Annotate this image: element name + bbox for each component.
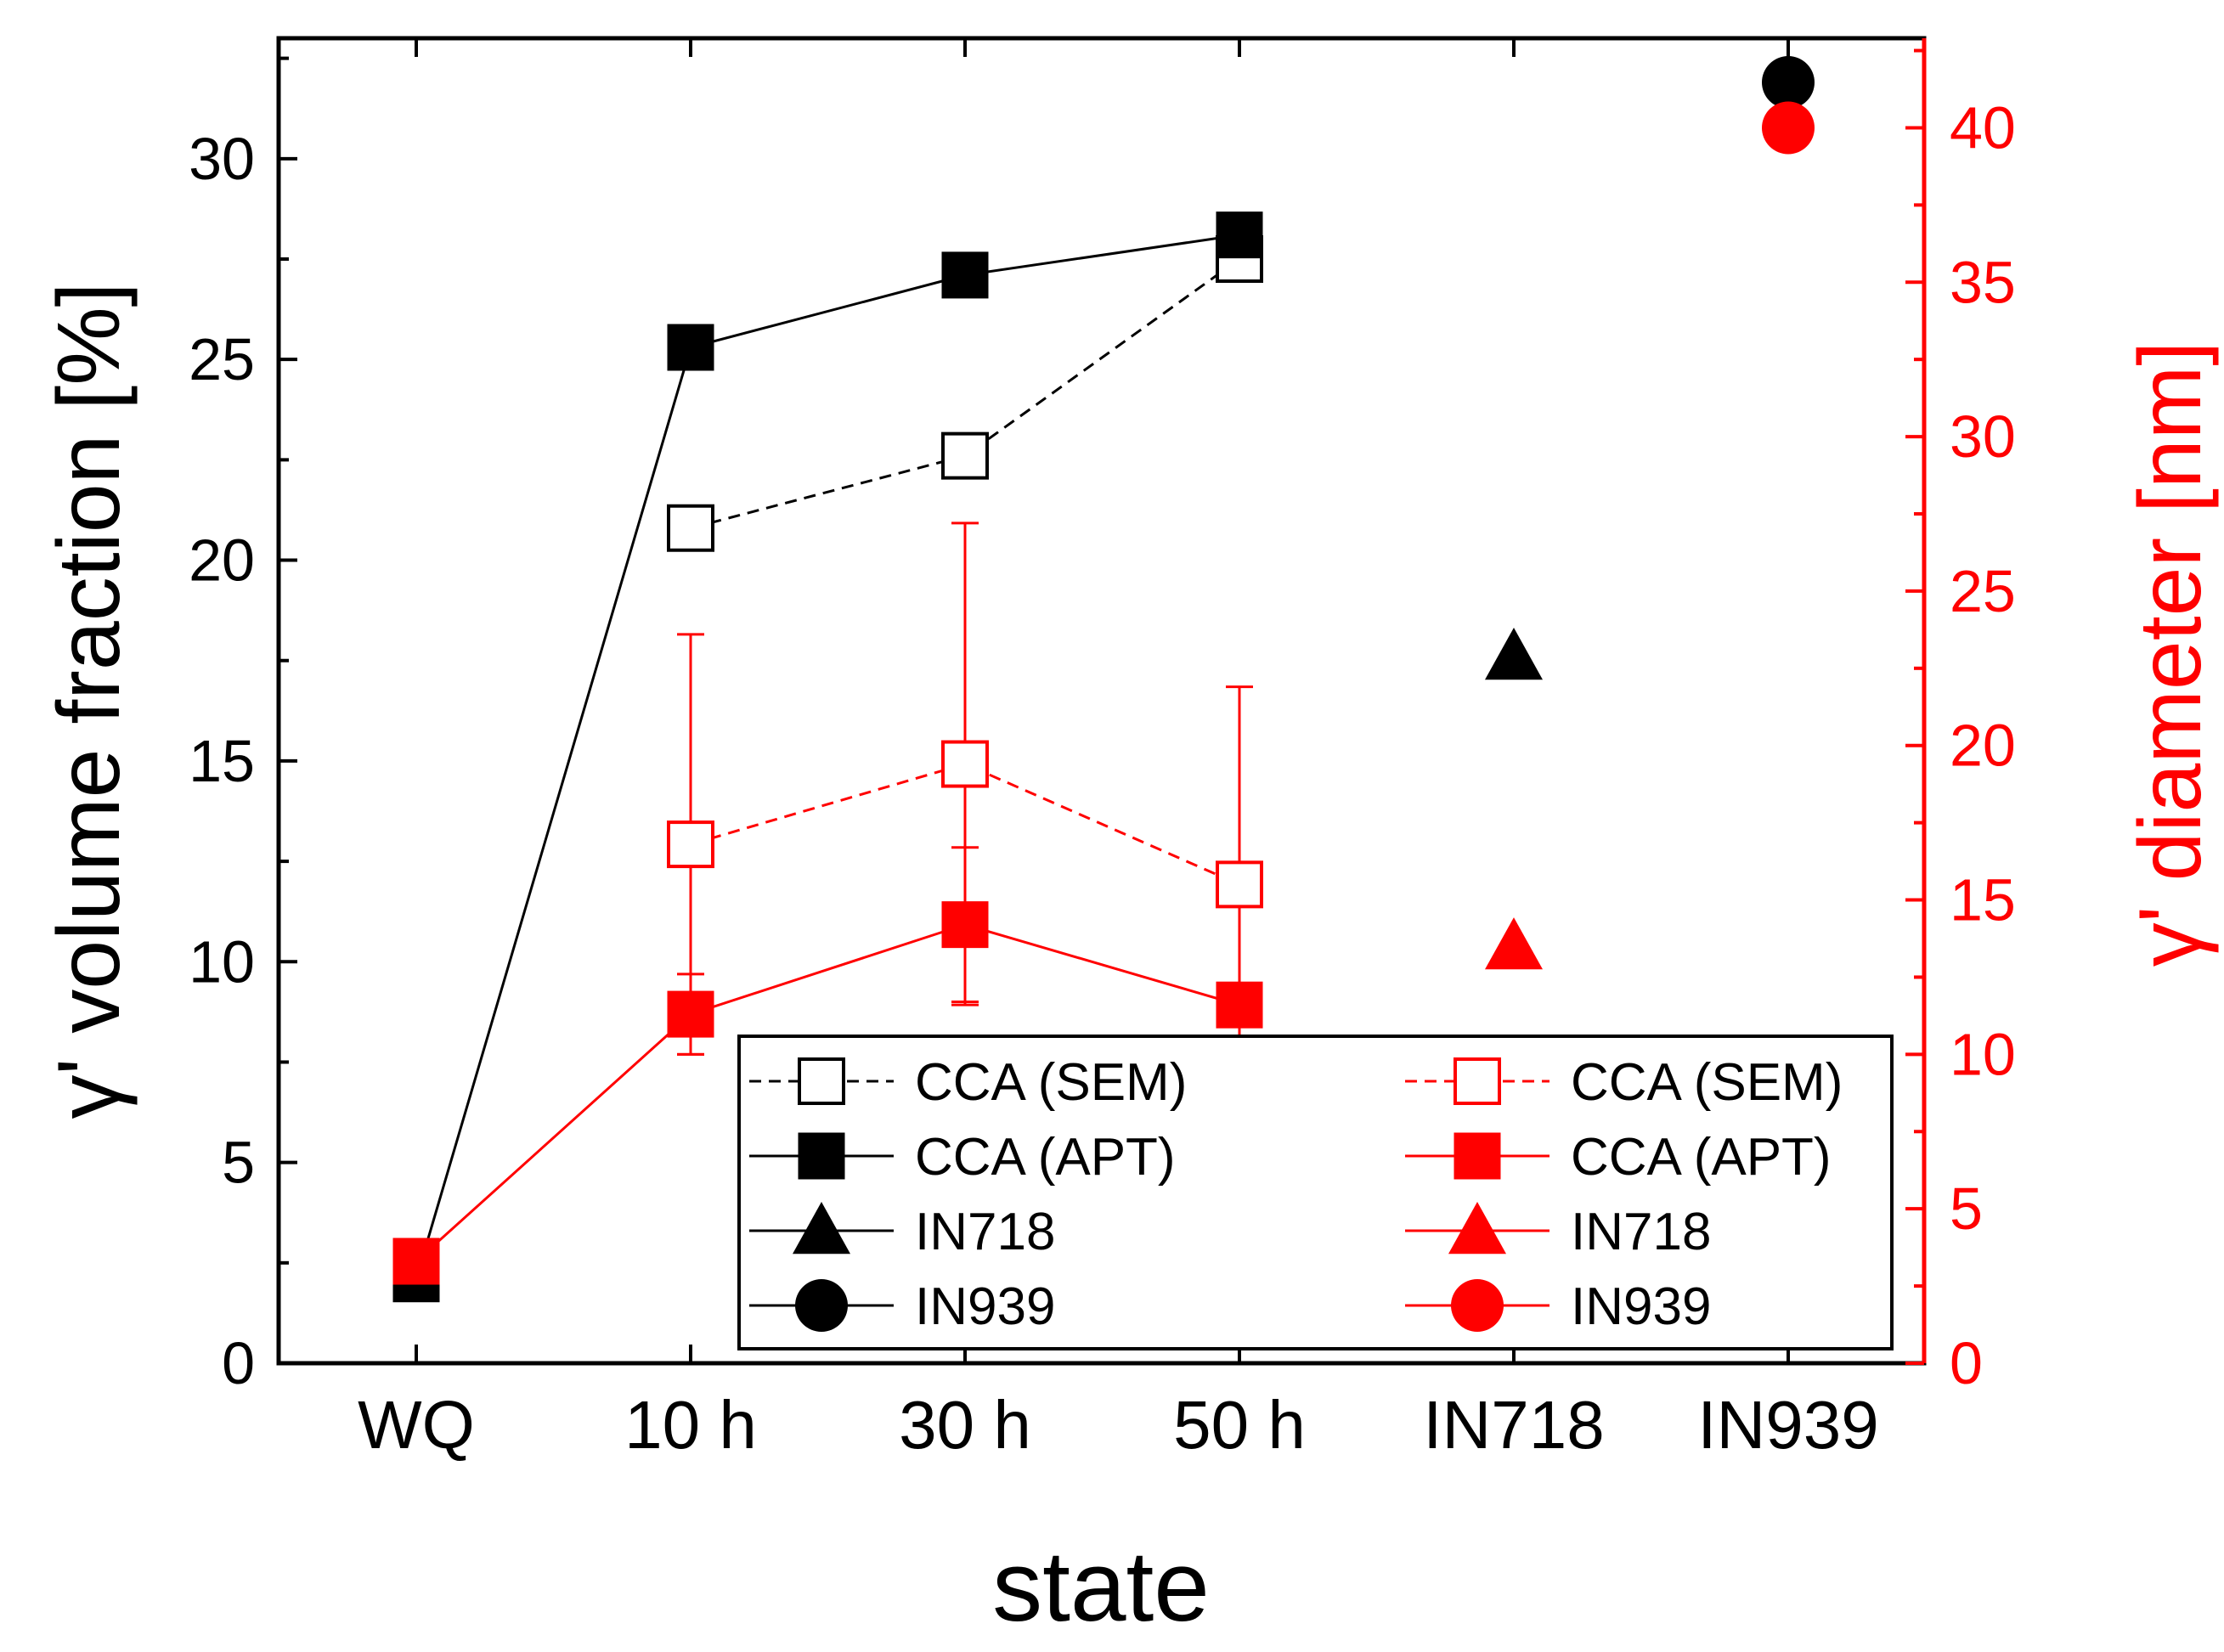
data-point-cca-apt-right: [1216, 981, 1263, 1029]
y-right-tick-label: 25: [1950, 558, 2016, 624]
data-point-cca-sem-left: [667, 504, 714, 552]
series-line-cca-apt-left: [415, 234, 1240, 1280]
legend-label: CCA (SEM): [1571, 1053, 1843, 1112]
y-left-tick-label: 10: [189, 928, 255, 995]
data-point-cca-apt-left: [1216, 211, 1263, 259]
legend-marker: [1454, 1057, 1501, 1105]
legend-marker: [793, 1202, 850, 1255]
x-axis-label: state: [992, 1531, 1210, 1643]
y-right-tick-label: 40: [1950, 94, 2016, 161]
y-right-tick-label: 35: [1950, 249, 2016, 315]
data-point-in718-right: [1485, 917, 1543, 970]
y-right-tick-label: 30: [1950, 403, 2016, 470]
x-tick-label: WQ: [358, 1387, 475, 1463]
y-right-tick-label: 10: [1950, 1021, 2016, 1087]
data-point-cca-sem-right: [1216, 860, 1263, 909]
data-point-cca-apt-left: [941, 251, 989, 299]
series-line-cca-sem-left: [690, 257, 1240, 530]
legend-marker: [1448, 1202, 1506, 1255]
axis-ticks: 0 5 10 15 20 25 30 0 5 10 15 20 25 30 35 40 WQ 10 h 30 h 50…: [189, 38, 2016, 1463]
y-left-tick-label: 15: [189, 728, 255, 794]
data-point-in939-right: [1762, 101, 1815, 155]
data-point-cca-apt-left: [667, 324, 714, 371]
legend-label: IN939: [1571, 1277, 1711, 1336]
data-point-cca-apt-right: [941, 901, 989, 949]
legend-marker: [798, 1132, 845, 1180]
legend-label: IN718: [915, 1203, 1055, 1261]
data-point-cca-sem-right: [667, 820, 714, 869]
y-left-tick-label: 20: [189, 527, 255, 594]
y-left-tick-label: 5: [222, 1130, 255, 1196]
x-tick-label: 30 h: [899, 1387, 1031, 1463]
y-right-axis-label: γ' diameter [nm]: [2121, 341, 2220, 967]
series-line-cca-apt-right: [415, 923, 1240, 1263]
y-left-tick-label: 25: [189, 326, 255, 392]
data-point-cca-sem-right: [941, 740, 989, 788]
legend-label: CCA (APT): [915, 1128, 1176, 1187]
y-left-tick-label: 30: [189, 126, 255, 192]
legend-marker: [1454, 1132, 1501, 1180]
legend-label: CCA (APT): [1571, 1128, 1832, 1187]
data-point-cca-apt-right: [667, 990, 714, 1038]
x-tick-label: IN939: [1697, 1387, 1878, 1463]
y-right-tick-label: 20: [1950, 713, 2016, 779]
data-point-cca-apt-right: [392, 1238, 440, 1285]
legend: CCA (SEM) CCA (SEM) CCA (APT) CCA (APT) IN71…: [737, 1035, 1894, 1350]
legend-box: [737, 1035, 1894, 1350]
data-point-in939-left: [1762, 56, 1815, 109]
y-right-tick-label: 5: [1950, 1176, 1983, 1242]
y-right-tick-label: 0: [1950, 1330, 1983, 1396]
x-tick-label: 50 h: [1173, 1387, 1306, 1463]
data-point-in718-left: [1485, 628, 1543, 680]
data-markers: [392, 56, 1815, 1303]
y-left-tick-label: 0: [222, 1330, 255, 1396]
x-tick-label: IN718: [1423, 1387, 1604, 1463]
legend-label: CCA (SEM): [915, 1053, 1187, 1112]
axis-labels: state γ' volume fraction [%] γ' diameter…: [40, 282, 2220, 1643]
legend-label: IN939: [915, 1277, 1055, 1336]
y-left-axis-label: γ' volume fraction [%]: [40, 282, 138, 1119]
data-point-cca-sem-left: [941, 431, 989, 480]
legend-marker: [798, 1057, 845, 1105]
x-tick-label: 10 h: [624, 1387, 757, 1463]
legend-marker: [795, 1279, 848, 1332]
y-right-tick-label: 15: [1950, 867, 2016, 933]
legend-label: IN718: [1571, 1203, 1711, 1261]
error-bars: [677, 250, 1253, 1084]
legend-marker: [1451, 1279, 1504, 1332]
